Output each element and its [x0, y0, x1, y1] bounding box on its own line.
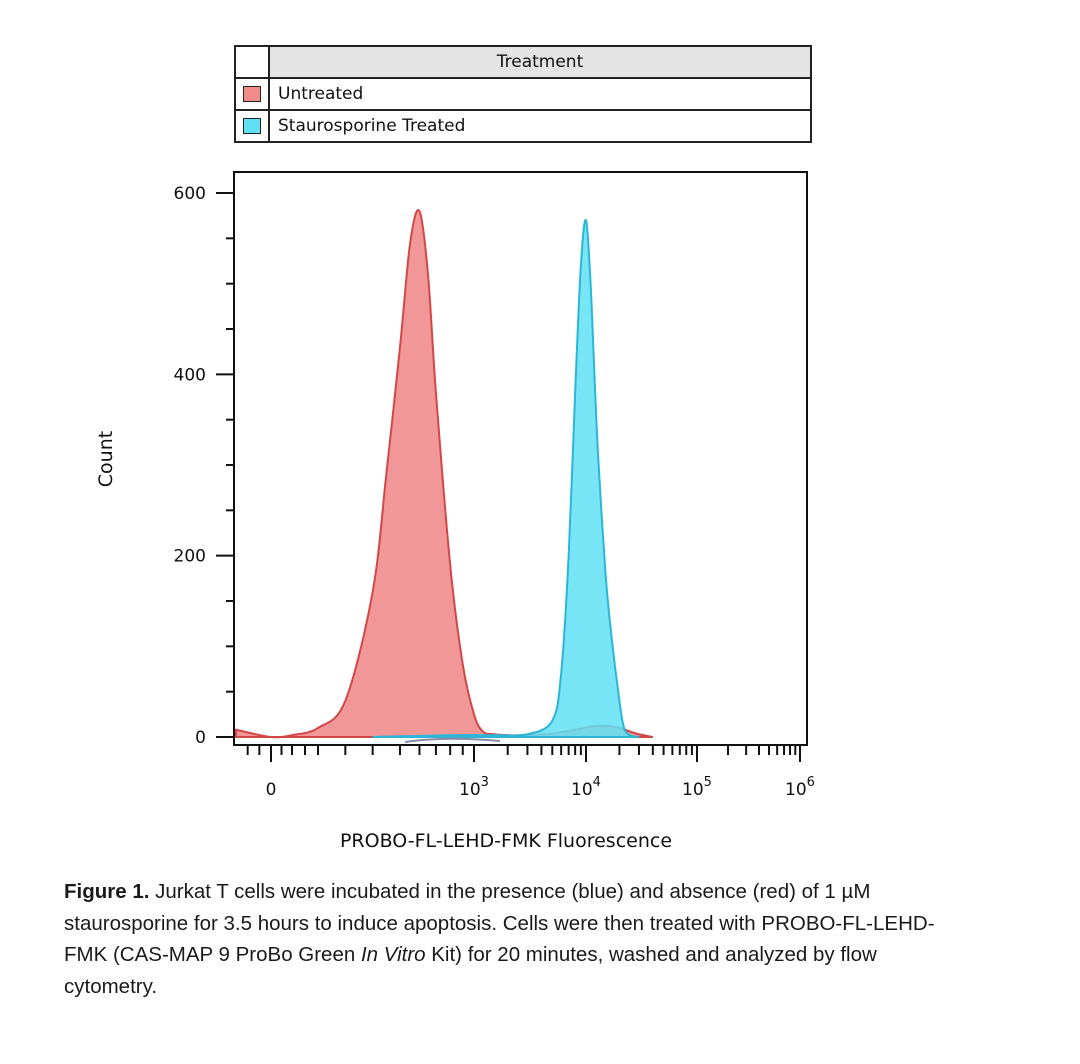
y-tick-label: 400	[174, 365, 206, 385]
x-tick-label: 103	[459, 775, 489, 800]
legend-table: Treatment Untreated Staurosporine Treate…	[234, 45, 812, 143]
legend-header-blank	[234, 45, 270, 79]
x-axis-label: PROBO-FL-LEHD-FMK Fluorescence	[339, 830, 673, 852]
x-tick-label: 0	[266, 780, 277, 800]
caption-text-2: Kit) for 20 minutes, washed and analyzed…	[64, 943, 877, 998]
x-tick-label: 105	[682, 775, 712, 800]
legend-label-staurosporine: Staurosporine Treated	[268, 109, 812, 143]
caption-italic: In Vitro	[360, 943, 426, 966]
caption-label: Figure 1.	[64, 880, 150, 903]
figure-caption: Figure 1. Jurkat T cells were incubated …	[64, 876, 964, 1002]
x-tick-label: 104	[571, 775, 601, 800]
x-tick-label: 106	[785, 775, 815, 800]
plot-frame	[233, 171, 808, 746]
legend-header: Treatment	[268, 45, 812, 79]
y-tick-label: 0	[195, 728, 206, 748]
series-area-staurosporine	[372, 219, 640, 738]
baseline-overlap	[404, 737, 501, 743]
y-tick-label: 200	[174, 547, 206, 567]
y-tick-label: 600	[174, 184, 206, 204]
legend-swatch-untreated	[234, 77, 270, 111]
legend-swatch	[243, 118, 261, 134]
caption-text-1: Jurkat T cells were incubated in the pre…	[64, 880, 935, 966]
y-axis-label: Count	[95, 430, 117, 488]
legend-label-untreated: Untreated	[268, 77, 812, 111]
legend-swatch	[243, 86, 261, 102]
series-layer	[235, 209, 654, 743]
axis-layer: 0 200 400 600 0 103 104 105 106	[174, 184, 815, 800]
legend-swatch-staurosporine	[234, 109, 270, 143]
